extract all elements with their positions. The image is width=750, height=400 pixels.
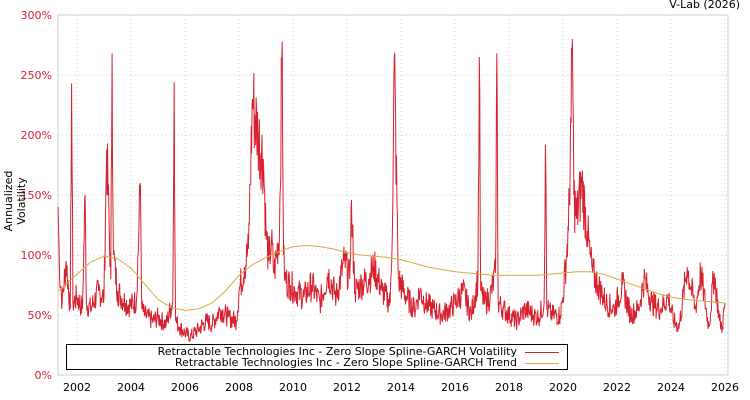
x-tick-label: 2006 — [171, 381, 199, 394]
x-tick-label: 2026 — [711, 381, 739, 394]
y-axis-ticks: 0% 50% 100% 150% 200% 250% 300% — [21, 9, 52, 382]
y-tick-label: 100% — [21, 249, 52, 262]
legend-swatch-trend — [525, 362, 559, 364]
x-tick-label: 2018 — [495, 381, 523, 394]
legend-swatch-volatility — [525, 351, 559, 353]
x-tick-label: 2010 — [279, 381, 307, 394]
x-tick-label: 2024 — [657, 381, 685, 394]
plot-frame — [57, 14, 729, 376]
legend-label-trend: Retractable Technologies Inc - Zero Slop… — [175, 356, 517, 369]
trend-series-line — [57, 244, 726, 311]
x-tick-label: 2002 — [63, 381, 91, 394]
y-tick-label: 0% — [35, 369, 52, 382]
legend-item-trend: Retractable Technologies Inc - Zero Slop… — [175, 357, 559, 369]
x-tick-label: 2014 — [387, 381, 415, 394]
x-tick-label: 2020 — [549, 381, 577, 394]
y-tick-label: 50% — [28, 309, 52, 322]
y-tick-label: 150% — [21, 189, 52, 202]
x-tick-label: 2008 — [225, 381, 253, 394]
x-axis-ticks: 2002 2004 2006 2008 2010 2012 2014 2016 2018 2020… — [63, 381, 739, 394]
chart-credit: V-Lab (2026) — [669, 0, 740, 11]
x-tick-label: 2016 — [441, 381, 469, 394]
x-tick-label: 2022 — [603, 381, 631, 394]
volatility-series-line — [57, 38, 726, 342]
y-tick-label: 300% — [21, 9, 52, 22]
grid-lines — [58, 15, 728, 375]
x-tick-label: 2012 — [333, 381, 361, 394]
x-tick-label: 2004 — [117, 381, 145, 394]
chart-legend: Retractable Technologies Inc - Zero Slop… — [66, 344, 568, 370]
y-tick-label: 200% — [21, 129, 52, 142]
y-axis-label: Annualized Volatility — [2, 170, 28, 232]
legend-item-volatility: Retractable Technologies Inc - Zero Slop… — [158, 346, 559, 358]
y-tick-label: 250% — [21, 69, 52, 82]
legend-label-volatility: Retractable Technologies Inc - Zero Slop… — [157, 345, 517, 358]
